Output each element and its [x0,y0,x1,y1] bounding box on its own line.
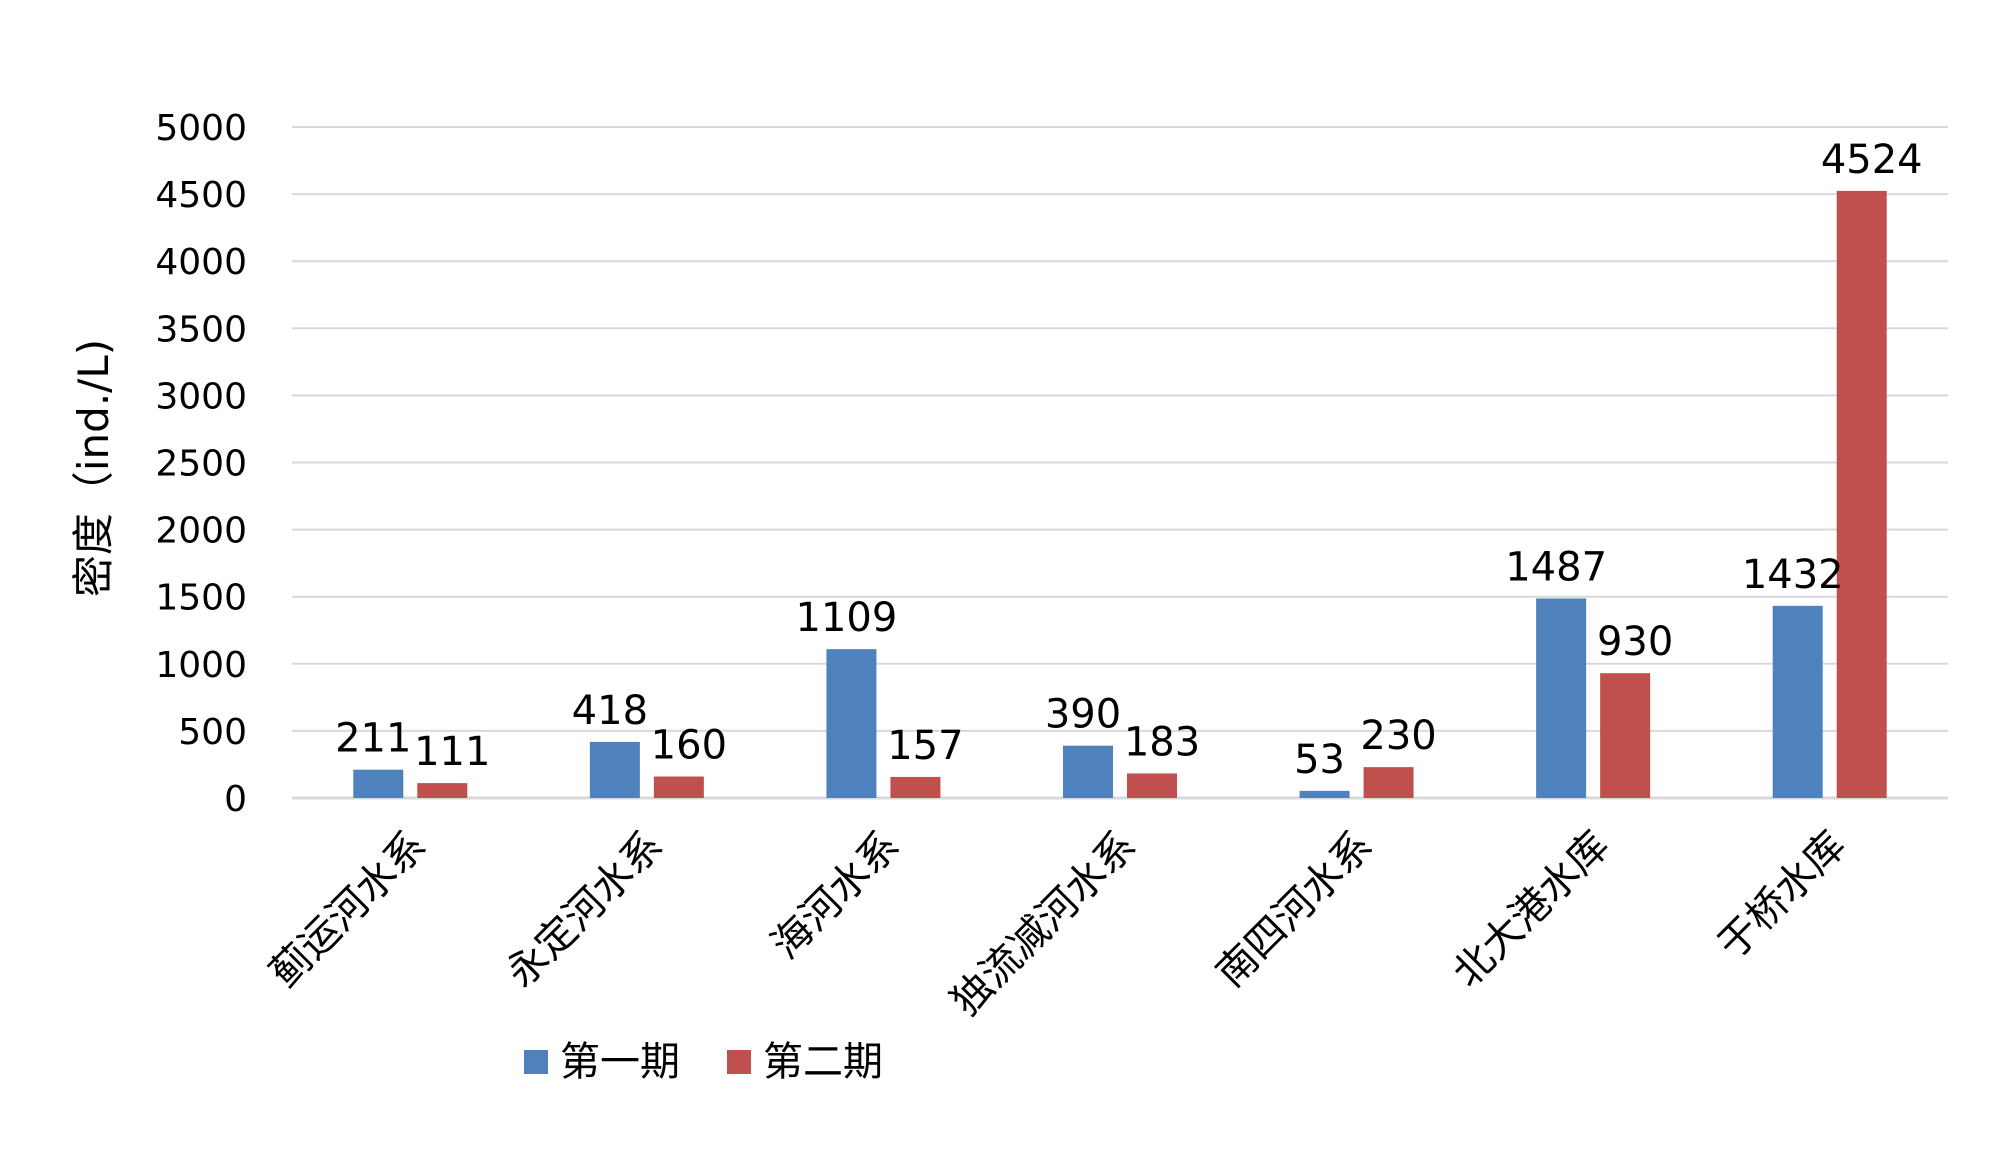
y-tick-label: 2000 [155,511,247,552]
bar-series2 [1127,773,1177,798]
legend: 第一期 第二期 [524,1039,883,1085]
data-label: 930 [1597,619,1673,665]
data-label: 1487 [1505,544,1607,590]
data-label: 1432 [1742,552,1844,598]
data-label: 390 [1045,692,1121,738]
bar-series2 [1836,190,1887,798]
category-label: 蓟运河水系 [261,823,435,997]
legend-label: 第二期 [763,1039,883,1085]
bar-series2 [1363,767,1414,798]
data-label: 183 [1124,719,1200,765]
y-tick-label: 1000 [155,645,247,686]
category-label: 独流减河水系 [943,823,1145,1025]
category-label: 南四河水系 [1208,823,1382,997]
data-label: 418 [572,688,648,734]
data-label: 1109 [796,595,898,641]
bars [353,190,1887,798]
y-tick-label: 4000 [155,242,247,283]
legend-label: 第一期 [560,1039,680,1085]
y-axis-title: 密度（ind./L) [69,339,118,597]
data-label: 160 [651,723,727,769]
category-label: 永定河水系 [498,823,672,997]
y-tick-label: 0 [224,779,247,820]
y-tick-labels: 0 500 1000 1500 2000 2500 3000 3500 4000 4500 5000 [155,108,247,820]
y-tick-label: 500 [178,712,247,753]
data-label: 111 [414,729,490,775]
y-tick-label: 2500 [155,444,247,485]
legend-swatch [727,1050,751,1074]
legend-swatch [524,1050,548,1074]
bar-series2 [890,776,941,798]
bar-series1 [353,769,404,798]
y-tick-label: 3000 [155,376,247,417]
bar-series1 [1536,598,1587,798]
bar-series1 [589,741,640,798]
data-label: 230 [1360,713,1436,759]
category-label: 海河水系 [763,823,909,969]
bar-series2 [1600,673,1651,798]
bar-series2 [653,776,704,798]
data-label: 53 [1294,737,1345,783]
category-label: 于桥水库 [1709,823,1855,969]
bar-series1 [1063,745,1113,798]
bar-series1 [1299,790,1350,798]
y-tick-label: 1500 [155,578,247,619]
data-label: 211 [335,716,411,762]
data-label: 4524 [1821,137,1923,183]
y-tick-label: 3500 [155,309,247,350]
bar-series1 [826,649,877,798]
category-label: 北大港水库 [1444,823,1618,997]
y-tick-label: 5000 [155,108,247,149]
bar-series2 [417,783,468,798]
bar-series1 [1772,605,1823,798]
gridlines [292,126,1948,800]
data-label: 157 [887,723,963,769]
category-labels: 蓟运河水系 永定河水系 海河水系 独流减河水系 南四河水系 北大港水库 于桥水库 [261,823,1854,1025]
y-tick-label: 4500 [155,175,247,216]
